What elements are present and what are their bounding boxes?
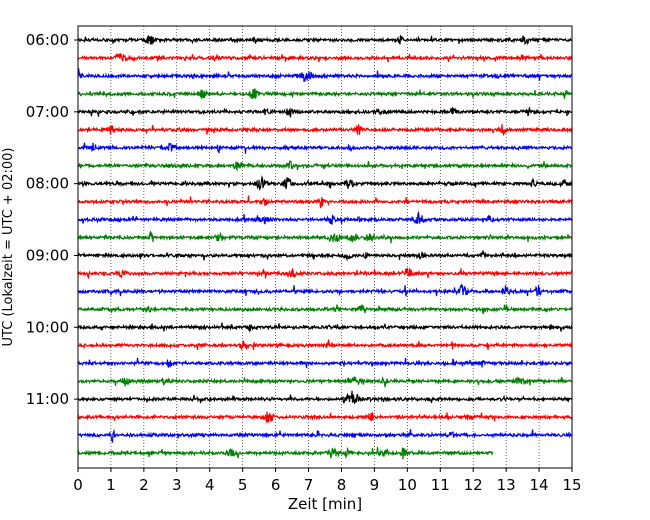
seismic-trace [77, 339, 573, 351]
plot-frame [77, 25, 573, 469]
seismic-trace [77, 267, 573, 280]
seismic-trace [77, 390, 573, 405]
x-tick-label: 8 [337, 476, 347, 494]
seismic-trace [77, 142, 573, 154]
seismic-trace [77, 195, 573, 209]
x-tick-label: 15 [562, 476, 581, 494]
x-tick-label: 0 [73, 476, 83, 494]
seismic-trace [77, 35, 573, 46]
seismic-trace [77, 68, 573, 83]
seismic-trace [77, 175, 573, 191]
y-tick-label: 11:00 [26, 390, 69, 408]
y-axis-label: UTC (Lokalzeit = UTC + 02:00) [1, 148, 16, 347]
seismic-trace [77, 428, 573, 443]
seismic-trace [77, 88, 573, 100]
x-tick-label: 6 [271, 476, 281, 494]
seismic-trace [77, 446, 494, 460]
seismic-trace [77, 357, 573, 369]
x-tick-label: 13 [497, 476, 516, 494]
x-tick-label: 1 [106, 476, 116, 494]
x-tick-label: 4 [205, 476, 215, 494]
seismic-trace [77, 376, 573, 388]
plot-background [78, 26, 572, 468]
seismic-trace [77, 230, 573, 244]
x-axis-label: Zeit [min] [288, 495, 362, 513]
x-tick-label: 5 [238, 476, 248, 494]
seismic-trace [77, 160, 573, 172]
x-tick-label: 11 [431, 476, 450, 494]
seismic-trace [77, 322, 573, 333]
seismic-trace [77, 106, 573, 118]
y-tick-label: 08:00 [26, 175, 69, 193]
y-tick-label: 06:00 [26, 31, 69, 49]
x-axis-ticks: 0 1 2 3 4 5 6 7 8 9 10 11 12 13 14 15 [73, 468, 582, 494]
seismic-trace [77, 411, 573, 423]
x-tick-label: 14 [530, 476, 549, 494]
y-tick-label: 09:00 [26, 246, 69, 264]
y-tick-label: 10:00 [26, 318, 69, 336]
seismic-trace [77, 210, 573, 225]
x-tick-label: 9 [370, 476, 380, 494]
x-tick-label: 12 [464, 476, 483, 494]
x-tick-label: 7 [304, 476, 314, 494]
seismic-trace [77, 250, 573, 262]
y-axis-ticks: 06:00 07:00 08:00 09:00 10:00 11:00 [26, 31, 78, 408]
x-tick-label: 3 [172, 476, 182, 494]
x-tick-label: 10 [398, 476, 417, 494]
seismic-trace [77, 304, 573, 315]
seismic-traces [77, 35, 573, 460]
y-tick-label: 07:00 [26, 103, 69, 121]
seismic-trace [77, 124, 573, 136]
seismic-trace [77, 53, 573, 63]
x-tick-label: 2 [139, 476, 149, 494]
seismic-trace [77, 283, 573, 297]
